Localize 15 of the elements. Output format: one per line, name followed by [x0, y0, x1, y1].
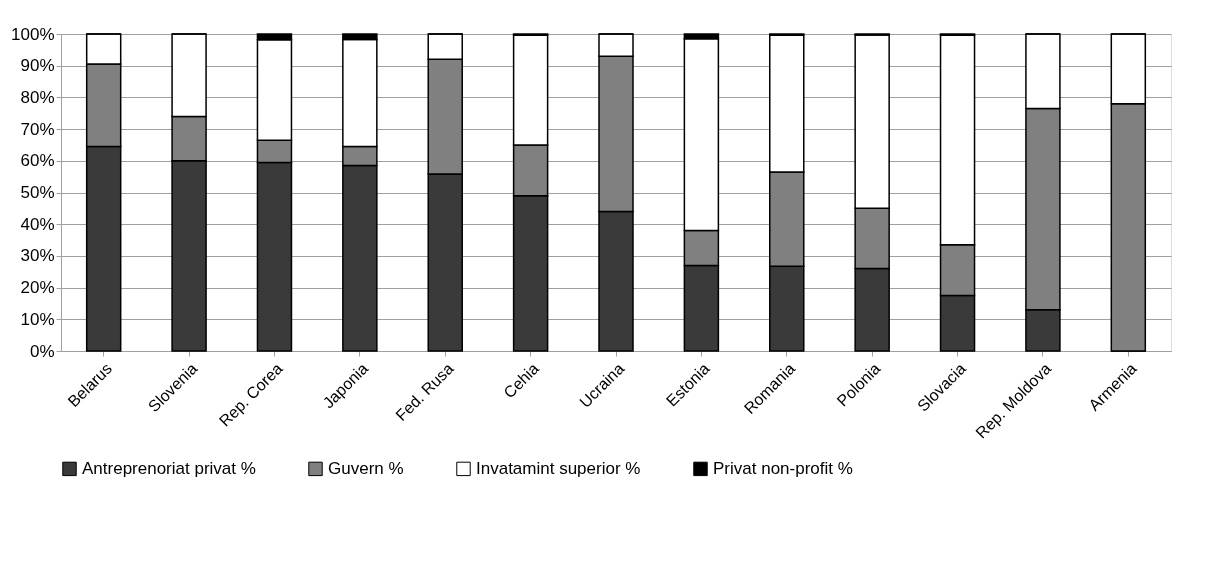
y-tick-label: 90%: [20, 56, 55, 76]
legend-label: Guvern %: [328, 458, 404, 478]
y-tick-label: 10%: [20, 309, 55, 329]
y-tick-label: 70%: [20, 119, 55, 139]
y-tick-label: 60%: [20, 151, 55, 171]
legend-label: Invatamint superior %: [476, 458, 641, 478]
y-tick-label: 20%: [20, 278, 55, 298]
y-tick-label: 0%: [29, 341, 55, 361]
y-tick-label: 30%: [20, 246, 55, 266]
legend-label: Antreprenoriat privat %: [82, 458, 256, 478]
y-tick-label: 80%: [20, 87, 55, 107]
y-tick-label: 100%: [11, 24, 55, 44]
legend-label: Privat non-profit %: [713, 458, 853, 478]
y-tick-label: 50%: [20, 183, 55, 202]
y-tick-label: 40%: [20, 214, 55, 234]
